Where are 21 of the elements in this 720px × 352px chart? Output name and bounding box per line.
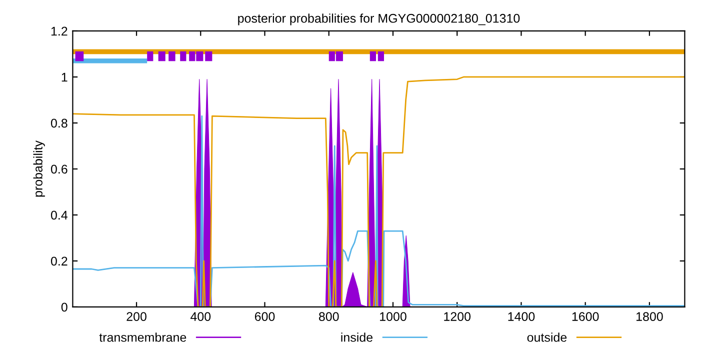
legend-label: inside: [341, 332, 373, 342]
y-tick-label: 0.8: [50, 118, 68, 128]
legend-label: outside: [527, 332, 567, 342]
x-tick-label: 1000: [380, 312, 406, 321]
x-tick-label: 1800: [636, 312, 663, 321]
x-tick-label: 1200: [444, 312, 471, 321]
y-tick-label: 1.2: [51, 26, 68, 36]
y-tick-label: 0.4: [50, 210, 68, 220]
x-tick-label: 600: [254, 312, 275, 321]
legend-label: transmembrane: [99, 332, 186, 342]
x-tick-label: 200: [126, 312, 146, 321]
y-axis-title: probability: [33, 140, 45, 197]
x-tick-label: 400: [190, 312, 211, 321]
x-tick-label: 1600: [572, 312, 599, 321]
x-tick-label: 800: [318, 312, 339, 321]
y-tick-label: 0.2: [50, 256, 68, 266]
x-tick-label: 1400: [508, 312, 535, 321]
y-tick-label: 1: [62, 72, 68, 82]
chart-title: posterior probabilities for MGYG000002180_01310: [238, 14, 520, 26]
y-tick-label: 0.6: [50, 164, 68, 174]
y-tick-label: 0: [61, 302, 68, 312]
